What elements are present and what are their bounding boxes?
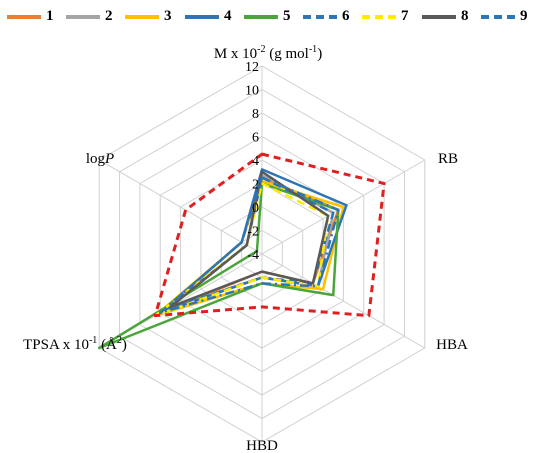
tick-label: -4 (247, 248, 259, 263)
axis-label-RB: RB (438, 151, 458, 167)
legend-swatch (303, 15, 337, 19)
legend-label: 9 (520, 8, 528, 24)
tick-label: 4 (252, 154, 259, 169)
tick-label: 6 (252, 131, 259, 146)
legend-swatch (7, 15, 41, 19)
legend-swatch (185, 15, 219, 19)
legend-swatch (244, 15, 278, 19)
series-polygon-9 (158, 176, 340, 314)
legend-label: 3 (164, 8, 172, 24)
axis-label-HBD: HBD (246, 438, 278, 453)
legend: 1 2 3 4 5 6 7 8 9 (0, 0, 550, 30)
legend-swatch (125, 15, 159, 19)
legend-swatch (481, 15, 515, 19)
legend-label: 4 (224, 8, 232, 24)
legend-swatch (66, 15, 100, 19)
legend-swatch (422, 15, 456, 19)
legend-label: 2 (105, 8, 113, 24)
axis-label-TPSA: TPSA x 10-1 (Å2) (23, 335, 127, 353)
legend-swatch (362, 15, 396, 19)
reference-polygon (153, 152, 386, 318)
legend-label: 8 (461, 8, 469, 24)
axis-label-HBA: HBA (436, 337, 468, 353)
tick-label: 12 (245, 60, 259, 75)
spoke-logP (98, 159, 263, 255)
axis-label-M: M x 10-2 (g mol-1) (214, 44, 322, 62)
tick-label: 0 (252, 201, 259, 216)
legend-label: 1 (46, 8, 54, 24)
legend-label: 7 (401, 8, 409, 24)
series-polygon-8 (169, 170, 330, 309)
tick-label: 10 (245, 84, 259, 99)
tick-label: 8 (252, 107, 259, 122)
axis-label-logP: logP (86, 151, 114, 167)
legend-label: 5 (283, 8, 291, 24)
spoke-HBA (261, 253, 426, 349)
legend-label: 6 (342, 8, 350, 24)
tick-label: 2 (252, 178, 259, 193)
tick-label: -2 (247, 225, 259, 240)
